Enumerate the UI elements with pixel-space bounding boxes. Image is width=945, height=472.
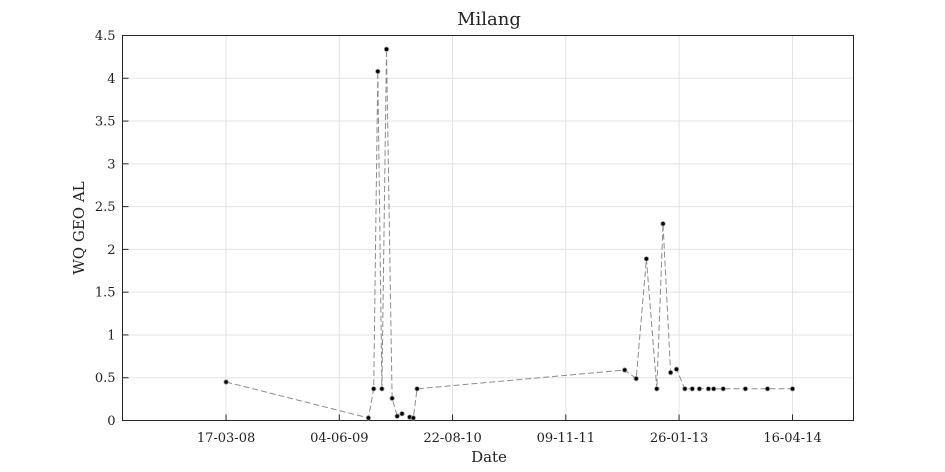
data-point [383,46,390,52]
data-point [682,386,688,392]
x-tick-label: 09-11-11 [537,431,595,446]
series-line [225,49,793,419]
data-point [660,221,666,227]
grid [122,35,854,421]
y-tick-label: 0.5 [95,371,116,386]
y-axis-label: WQ GEO AL [70,181,88,274]
data-point [696,386,703,392]
chart-title: Milang [457,9,521,30]
y-tick-label: 4.5 [95,29,116,44]
x-tick-label: 16-04-14 [763,431,821,446]
data-point [410,415,416,421]
data-point [365,415,371,421]
data-point [789,386,796,392]
data-point [705,386,712,392]
data-point [667,369,674,376]
data-point [414,386,420,392]
data-point [633,375,639,382]
data-point [711,386,717,392]
x-tick-label: 26-01-13 [650,431,708,446]
data-point [394,413,400,419]
data-points [223,46,796,421]
y-tick-label: 4 [107,72,115,87]
y-tick-label: 2 [107,243,115,258]
x-tick-label: 22-08-10 [423,431,481,446]
y-tick-label: 1.5 [95,286,116,301]
data-point [673,366,680,372]
data-point [622,367,628,373]
x-axis-label: Date [471,448,507,466]
x-tick-label: 17-03-08 [197,431,255,446]
data-point [742,386,749,392]
x-axis: 17-03-08 04-06-09 22-08-10 09-11-11 26-01-13… [197,414,822,446]
data-point [399,411,405,417]
data-point [720,386,726,392]
data-point [223,379,229,385]
y-axis: 0 0.5 1 1.5 2 2.5 3 3.5 4 4.5 [95,29,129,429]
data-point [654,386,660,392]
y-tick-label: 3 [107,157,115,172]
data-point [389,395,395,401]
x-tick-label: 04-06-09 [310,431,368,446]
data-point [643,256,650,262]
y-tick-label: 0 [107,414,115,429]
data-point [371,386,377,392]
data-point [689,386,695,392]
y-tick-label: 3.5 [95,115,116,130]
data-point [375,68,381,75]
data-point [379,386,385,392]
y-tick-label: 2.5 [95,200,116,215]
plot-frame [122,35,854,421]
data-point [764,386,771,392]
y-tick-label: 1 [107,328,115,343]
